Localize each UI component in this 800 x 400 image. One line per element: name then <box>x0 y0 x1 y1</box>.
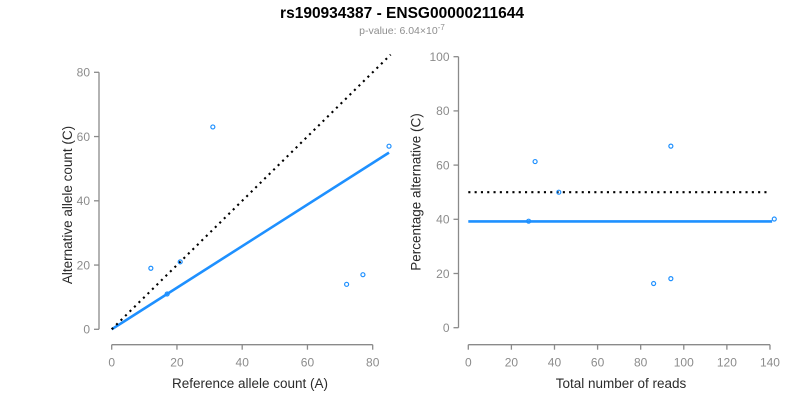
x-tick-label: 40 <box>236 356 250 370</box>
data-point <box>668 276 674 282</box>
y-tick-label: 40 <box>436 213 450 227</box>
y-tick-label: 60 <box>77 130 91 144</box>
x-tick-label: 140 <box>760 356 780 370</box>
right-y-axis-title: Percentage alternative (C) <box>409 113 424 271</box>
x-tick-label: 60 <box>301 356 315 370</box>
y-tick-label: 60 <box>436 158 450 172</box>
data-point <box>556 189 562 195</box>
data-point <box>386 143 392 149</box>
x-tick-label: 80 <box>634 356 648 370</box>
x-tick-label: 40 <box>548 356 562 370</box>
fit-line <box>111 151 390 331</box>
y-tick-label: 80 <box>436 104 450 118</box>
y-tick-label: 100 <box>429 50 449 64</box>
x-tick-label: 80 <box>366 356 380 370</box>
data-point <box>651 280 657 287</box>
right-x-axis-title: Total number of reads <box>556 376 687 391</box>
data-point <box>344 281 350 287</box>
x-tick-label: 100 <box>674 356 694 370</box>
y-tick-label: 0 <box>443 321 450 335</box>
data-point <box>771 216 777 222</box>
data-point <box>177 259 183 265</box>
y-tick-label: 40 <box>77 194 91 208</box>
y-tick-label: 20 <box>77 258 91 272</box>
x-tick-label: 20 <box>170 356 184 370</box>
identity-line <box>110 53 392 331</box>
left-x-axis-title: Reference allele count (A) <box>172 376 328 391</box>
data-point <box>360 272 366 278</box>
data-point <box>164 291 170 297</box>
left-y-axis-title: Alternative allele count (C) <box>60 126 75 284</box>
data-point <box>668 143 674 149</box>
panel-allele-counts: 0 20 40 60 80 0 20 40 60 80 <box>77 53 392 370</box>
x-tick-label: 120 <box>717 356 737 370</box>
x-tick-label: 0 <box>465 356 472 370</box>
data-point <box>526 218 532 224</box>
y-tick-label: 80 <box>77 66 91 80</box>
data-point <box>148 265 154 271</box>
x-tick-label: 20 <box>505 356 519 370</box>
y-tick-label: 0 <box>83 323 90 337</box>
data-point <box>532 158 538 165</box>
y-tick-label: 20 <box>436 267 450 281</box>
x-tick-label: 60 <box>591 356 605 370</box>
panel-percentage-alternative: 0 20 40 60 80 100 120 140 0 20 40 60 80 100 <box>429 50 780 370</box>
data-point <box>210 124 216 130</box>
x-tick-label: 0 <box>108 356 115 370</box>
